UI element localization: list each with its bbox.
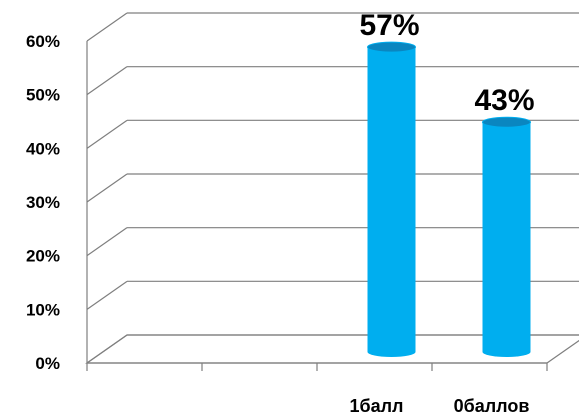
y-tick-label: 20% bbox=[26, 247, 60, 266]
gridline-side bbox=[86, 66, 128, 96]
y-tick-label: 0% bbox=[35, 354, 60, 373]
y-tick-label: 60% bbox=[26, 32, 60, 51]
data-labels: 57% 43% bbox=[359, 9, 534, 117]
bar-top bbox=[482, 116, 531, 128]
x-axis: 1балл 0баллов bbox=[86, 362, 548, 416]
y-tick-label: 50% bbox=[26, 86, 60, 105]
gridline-side bbox=[86, 12, 128, 42]
bar bbox=[367, 47, 416, 357]
y-tick-label: 30% bbox=[26, 193, 60, 212]
y-axis-ticks: 0% 10% 20% 30% 40% 50% 60% bbox=[26, 32, 60, 373]
category-label: 0баллов bbox=[454, 396, 530, 416]
gridline-side bbox=[86, 173, 128, 203]
gridline-side bbox=[86, 334, 128, 364]
bar bbox=[482, 122, 531, 357]
y-tick-label: 10% bbox=[26, 300, 60, 319]
gridline-side bbox=[86, 280, 128, 310]
gridline-side bbox=[86, 227, 128, 257]
data-label: 43% bbox=[474, 84, 534, 117]
y-tick-label: 40% bbox=[26, 139, 60, 158]
gridline-side bbox=[86, 119, 128, 149]
data-label: 57% bbox=[359, 9, 419, 42]
category-label: 1балл bbox=[349, 396, 403, 416]
bars bbox=[367, 41, 531, 357]
bar-top bbox=[367, 41, 416, 53]
